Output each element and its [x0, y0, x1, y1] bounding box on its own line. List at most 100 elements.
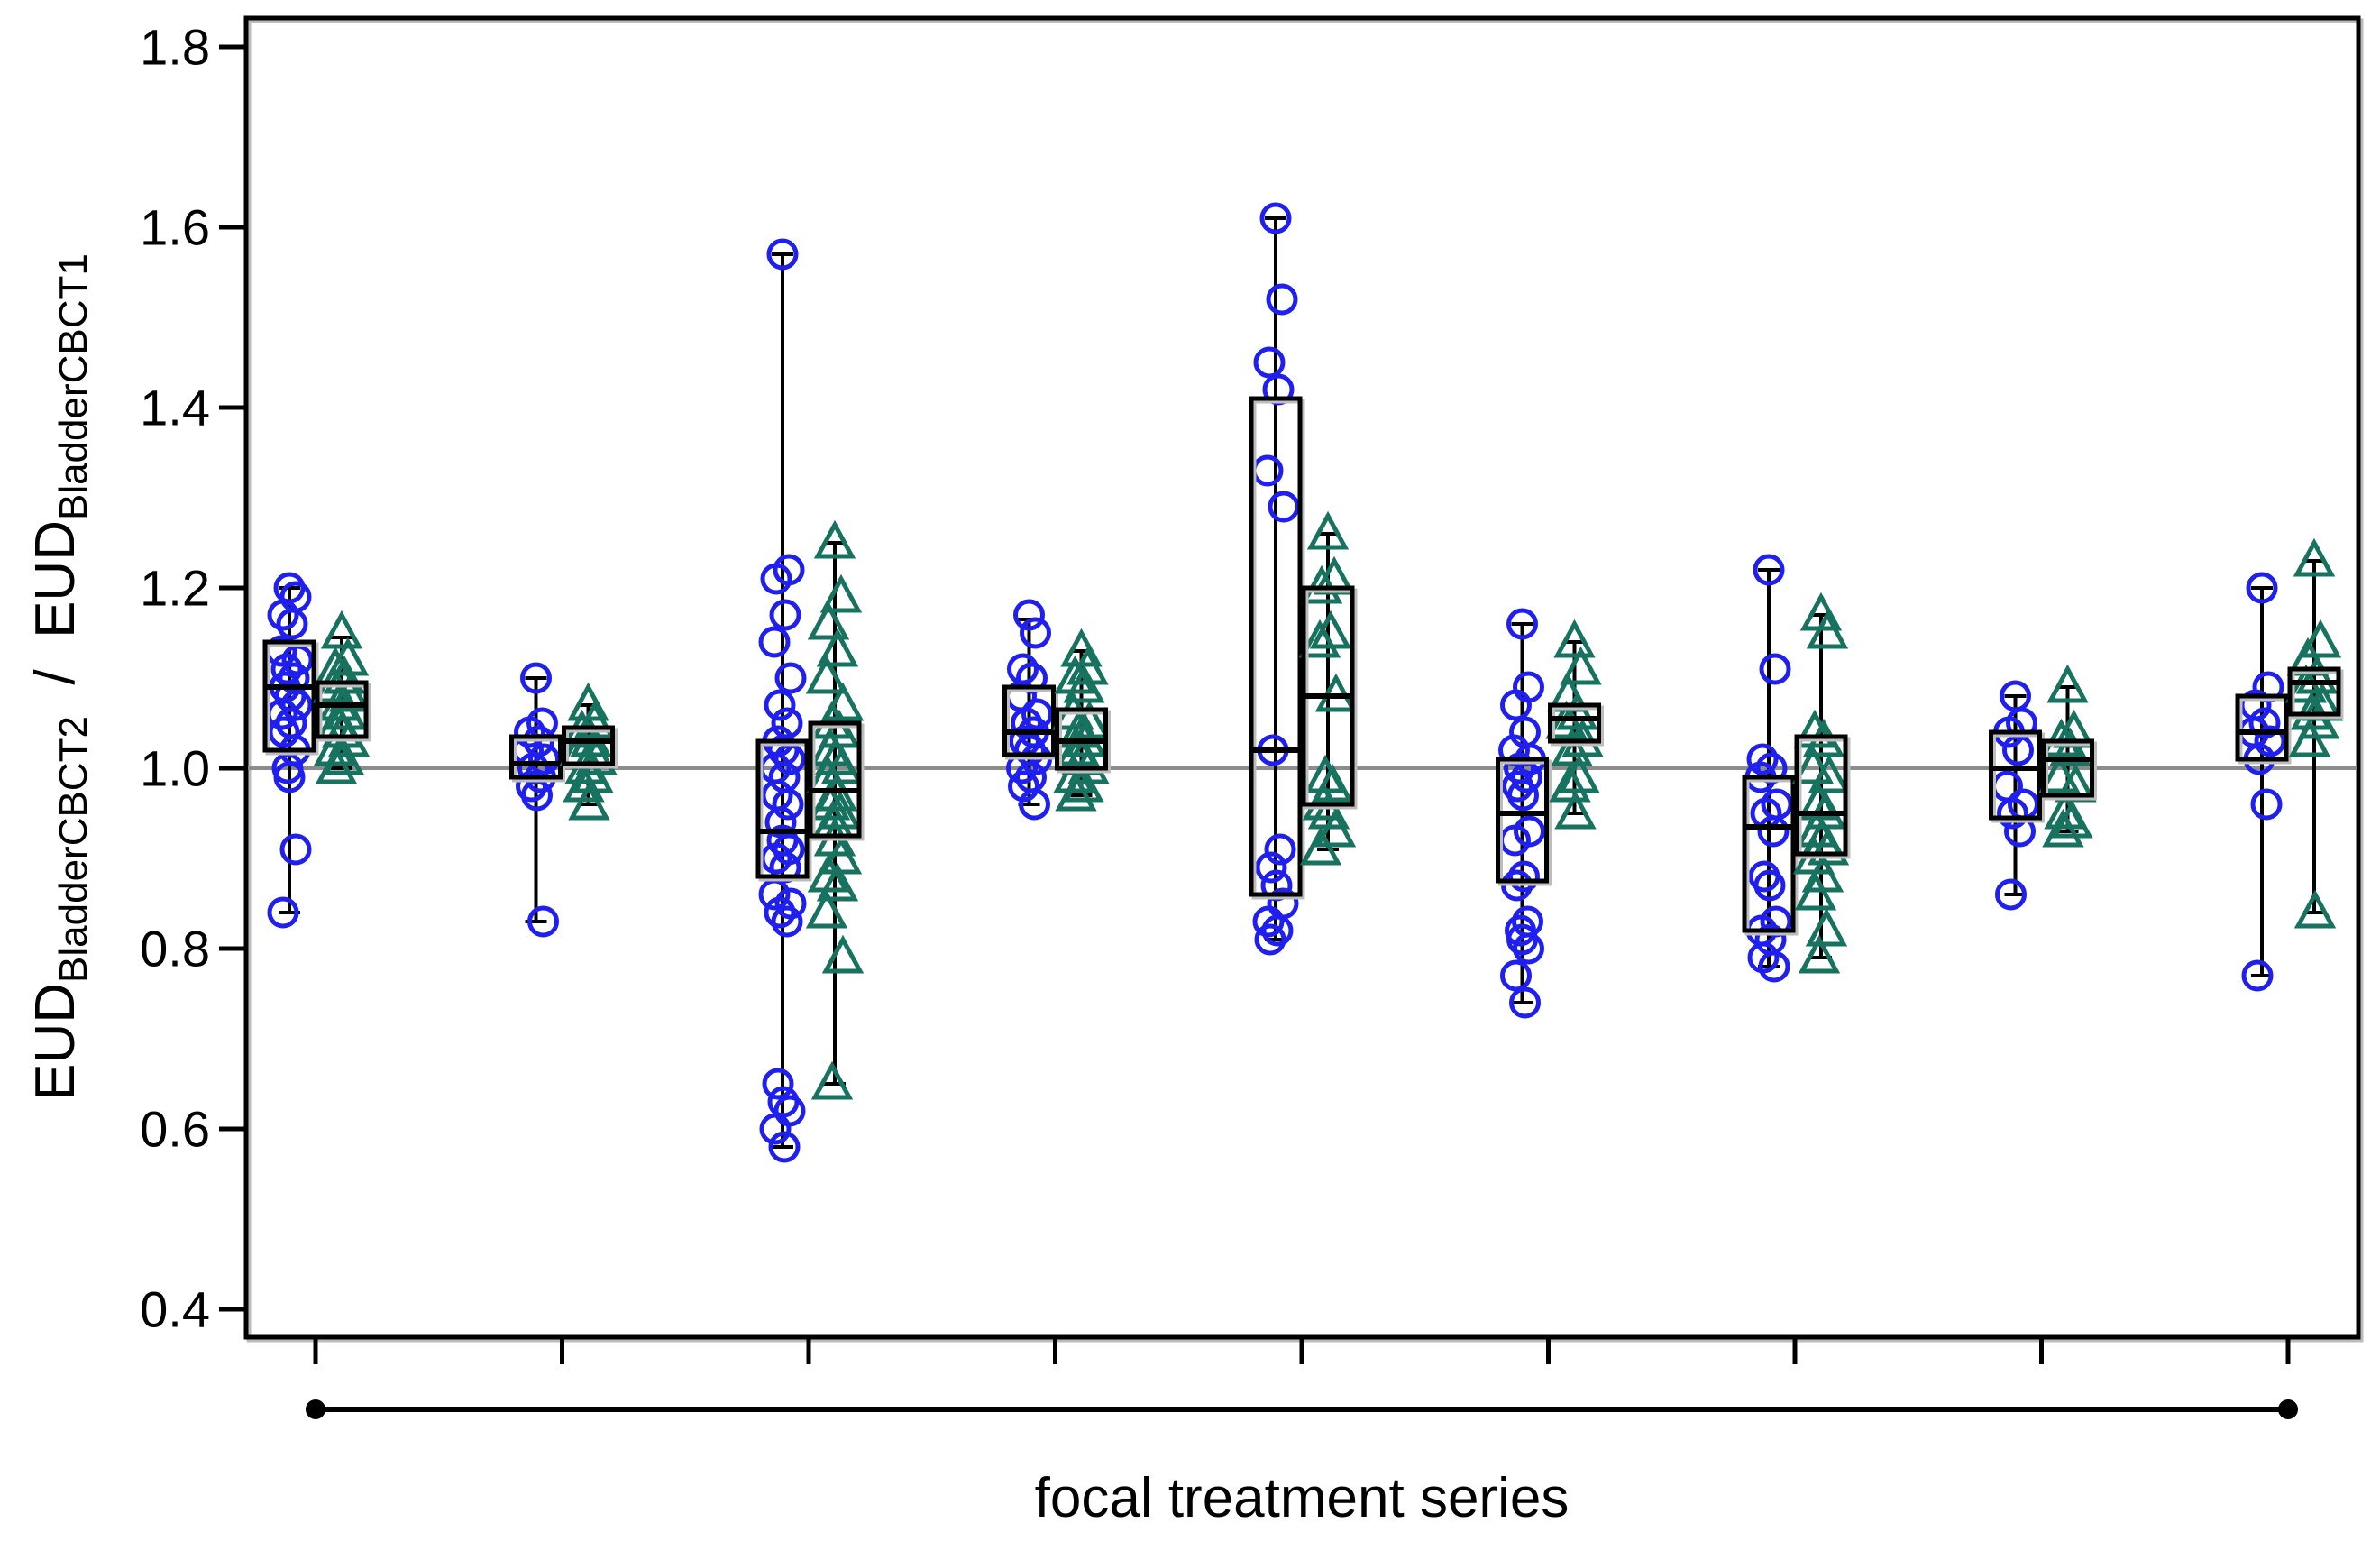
circle-marker [2246, 572, 2278, 604]
circle-marker [1251, 454, 1284, 487]
circle-marker [1264, 833, 1296, 866]
triangle-marker [2288, 718, 2331, 757]
triangle-marker [810, 1060, 854, 1100]
y-axis: 0.4 0.6 0.8 1.0 1.2 1.4 1.6 1.8 [140, 19, 246, 1338]
circle-marker [1019, 788, 1050, 821]
circle-marker [758, 878, 791, 911]
y-tick-label: 1.6 [140, 199, 210, 256]
triangle-marker [1298, 619, 1341, 658]
triangle-marker [816, 862, 859, 902]
circle-marker [1254, 923, 1286, 956]
y-tick-label: 0.8 [140, 921, 210, 977]
triangle-marker [805, 655, 848, 694]
circle-marker [2250, 788, 2283, 821]
y-axis-label: EUDBladderCBCT2 / EUDBladderCBCT1 [24, 253, 96, 1101]
triangle-marker [807, 601, 850, 640]
triangle-marker [2042, 808, 2084, 848]
triangle-marker [1055, 772, 1097, 812]
triangle-marker [2051, 799, 2093, 839]
circle-marker [1753, 869, 1786, 902]
y-tick-label: 1.2 [140, 560, 210, 617]
circle-marker [1513, 932, 1544, 965]
circle-marker [1013, 599, 1045, 631]
circle-marker [759, 1113, 792, 1145]
circle-marker [265, 635, 298, 667]
triangle-marker [1553, 619, 1596, 658]
circle-marker [1020, 617, 1051, 649]
box-triangles [315, 680, 369, 739]
triangle-marker [1805, 907, 1848, 947]
circle-marker [1268, 491, 1300, 523]
triangle-marker [807, 853, 850, 893]
circle-marker [1511, 761, 1542, 793]
y-axis-label-main: / EUD [24, 520, 87, 716]
circle-marker [766, 238, 799, 271]
triangle-marker [1551, 727, 1593, 766]
circle-marker [267, 599, 299, 631]
triangle-marker [1791, 745, 1835, 784]
circle-marker [1759, 653, 1791, 685]
circle-marker [1262, 373, 1295, 406]
circle-marker [768, 1131, 801, 1163]
circle-marker [279, 833, 312, 866]
box-circles [1249, 396, 1303, 897]
box-circles [1496, 757, 1549, 884]
box-circles [1002, 684, 1056, 757]
circle-marker [2004, 815, 2036, 848]
triangle-marker [1053, 754, 1095, 793]
box-triangles [2041, 738, 2094, 798]
circle-marker [521, 779, 553, 812]
circle-marker [1997, 797, 2028, 830]
triangle-marker [1560, 646, 1602, 685]
circle-marker [1501, 869, 1533, 902]
circle-marker [2002, 734, 2034, 766]
triangle-marker [1549, 763, 1591, 803]
circle-marker [764, 896, 796, 929]
circle-marker [267, 896, 299, 929]
circle-marker [769, 851, 801, 884]
box-triangles [562, 725, 615, 766]
triangle-marker [819, 573, 863, 613]
triangle-marker [2293, 889, 2337, 929]
box-triangles [1548, 702, 1601, 744]
circle-marker [1506, 608, 1538, 640]
bracket-end-dot [306, 1399, 325, 1419]
y-tick-label: 0.6 [140, 1101, 210, 1158]
x-axis-label: focal treatment series [1035, 1467, 1570, 1529]
triangle-marker [813, 519, 856, 559]
box-circles [755, 738, 810, 879]
circle-marker [1508, 860, 1540, 893]
circle-marker [1746, 743, 1779, 775]
circle-marker [760, 563, 792, 595]
circle-marker [1255, 851, 1287, 884]
circle-marker [1498, 734, 1530, 766]
circle-marker [774, 662, 807, 694]
circle-marker [1499, 824, 1531, 857]
circle-marker [758, 626, 791, 658]
triangle-marker [2055, 763, 2097, 803]
circle-marker [1500, 959, 1532, 992]
triangle-marker [805, 889, 848, 929]
circle-marker [1757, 815, 1790, 848]
box-triangles [1794, 734, 1848, 857]
circle-marker [1266, 283, 1298, 316]
circle-marker [1500, 689, 1532, 721]
triangle-marker [2038, 754, 2081, 793]
triangle-marker [320, 610, 363, 649]
triangle-marker [1798, 934, 1841, 974]
box-circles [1742, 775, 1796, 933]
series-layer [262, 202, 2344, 1163]
y-tick-label: 1.0 [140, 740, 210, 797]
triangle-marker [2293, 537, 2336, 577]
triangle-marker [1063, 664, 1105, 703]
triangle-marker [1306, 510, 1350, 550]
circle-marker [762, 1068, 794, 1100]
y-axis-label-main: EUD [24, 983, 87, 1101]
circle-marker [520, 662, 552, 694]
y-axis-label-subscript: BladderCBCT1 [51, 253, 96, 520]
circle-marker [1253, 346, 1286, 379]
circle-marker [266, 698, 298, 730]
y-tick-label: 1.4 [140, 380, 210, 436]
